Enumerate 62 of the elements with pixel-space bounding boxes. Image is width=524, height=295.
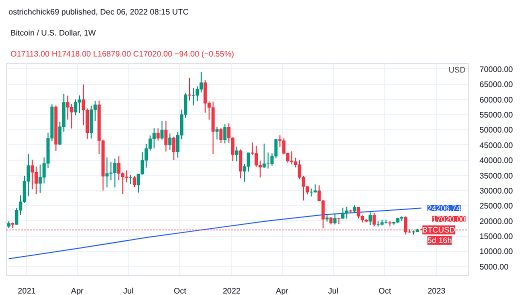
y-tick-label: 5000.00 [480, 262, 509, 272]
y-tick-label: 70000.00 [480, 64, 514, 74]
x-tick-label: Apr [71, 286, 84, 295]
candlestick [219, 127, 223, 144]
y-axis-title: USD [448, 66, 466, 74]
chart-title: Bitcoin / U.S. Dollar, 1W [10, 28, 96, 38]
annotation: 24206.74 [427, 204, 462, 214]
y-tick-label: 25000.00 [480, 202, 514, 211]
candlestick [215, 126, 219, 140]
chart-subtitle: O17113.00 H17418.00 L16879.00 C17020.00 −94.00 (−0.55%) [10, 50, 234, 58]
candlestick [211, 101, 215, 155]
candlestick [172, 136, 176, 161]
candlestick [372, 212, 376, 227]
x-tick-label: Jul [123, 286, 134, 295]
y-tick-label: 10000.00 [480, 247, 514, 256]
candlestick [168, 132, 172, 150]
annotation: 5d 16h [427, 236, 452, 245]
candlestick [356, 206, 360, 219]
candlestick [368, 212, 372, 226]
candlestick [156, 128, 160, 142]
candlestick [109, 161, 113, 181]
y-tick-label: 60000.00 [480, 95, 514, 104]
candlestick [262, 143, 266, 168]
candlestick [30, 159, 34, 190]
candlestick [90, 105, 93, 140]
candlestick [235, 146, 238, 162]
candlestick [164, 120, 168, 152]
y-tick-label: 65000.00 [480, 80, 514, 90]
y-tick-label: 55000.00 [480, 110, 514, 120]
annotation: BTCUSD [422, 225, 456, 234]
candlestick [345, 206, 348, 220]
y-tick-label: 45000.00 [480, 140, 514, 150]
candlestick [152, 128, 156, 149]
y-tick-label: 30000.00 [480, 186, 514, 196]
x-tick-label: Oct [174, 286, 187, 295]
candlestick [70, 103, 74, 129]
x-tick-label: Oct [378, 286, 392, 295]
x-tick-label: 2021 [18, 286, 36, 295]
candlestick [333, 212, 337, 225]
y-tick-label: 40000.00 [480, 156, 514, 166]
candlestick [132, 176, 136, 188]
candlestick [196, 86, 200, 102]
ref-line-label: 17020.00 [432, 214, 466, 224]
candlestick [74, 98, 78, 116]
candlestick [105, 156, 109, 188]
x-tick-label: Jul [328, 286, 339, 295]
x-tick-label: 2023 [428, 286, 446, 295]
candlestick [223, 124, 227, 144]
x-tick-label: Apr [276, 286, 289, 295]
candlestick [124, 170, 128, 183]
y-tick-label: 20000.00 [480, 216, 514, 226]
candlestick [290, 150, 294, 165]
y-tick-label: 50000.00 [480, 126, 514, 135]
candlestick [160, 120, 164, 140]
y-tick-label: 15000.00 [480, 232, 514, 242]
x-tick-label: 2022 [222, 286, 242, 295]
text: ostrichchick69 published, Dec 06, 2022 08:15 UTC [8, 8, 189, 16]
candlestick [128, 174, 132, 185]
candlestick [238, 148, 242, 179]
candlestick [78, 94, 82, 114]
candlestick [113, 158, 116, 188]
y-tick-label: 35000.00 [480, 171, 514, 180]
